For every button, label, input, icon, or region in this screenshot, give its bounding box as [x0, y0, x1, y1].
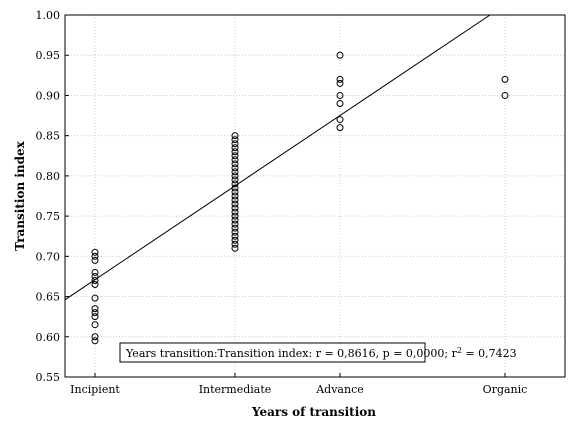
point	[336, 124, 344, 132]
y-tick-label: 0.55	[36, 371, 61, 384]
point	[231, 140, 239, 148]
point	[231, 240, 239, 248]
point	[91, 272, 99, 280]
y-tick-label: 0.70	[36, 250, 61, 263]
fit-line	[65, 15, 491, 301]
point	[231, 160, 239, 168]
point	[91, 309, 99, 317]
point	[231, 156, 239, 164]
x-tick-label: Intermediate	[199, 383, 272, 396]
annotation-part: = 0,7423	[462, 347, 517, 360]
y-axis-label: Transition index	[13, 140, 27, 251]
point	[336, 51, 344, 59]
point	[91, 252, 99, 260]
point	[91, 248, 99, 256]
point	[91, 294, 99, 302]
point	[231, 216, 239, 224]
point	[231, 144, 239, 152]
point	[336, 91, 344, 99]
annotation: Years transition:Transition index: r = 0…	[125, 346, 517, 360]
point	[91, 321, 99, 329]
point	[231, 228, 239, 236]
point	[91, 305, 99, 313]
point	[231, 172, 239, 180]
point	[231, 136, 239, 144]
point	[91, 337, 99, 345]
point	[231, 176, 239, 184]
plot-frame	[64, 14, 566, 378]
point	[231, 188, 239, 196]
point	[231, 244, 239, 252]
point	[91, 276, 99, 284]
point	[231, 164, 239, 172]
point	[336, 79, 344, 87]
point	[231, 224, 239, 232]
point	[231, 208, 239, 216]
y-tick-label: 0.80	[36, 170, 61, 183]
point	[336, 75, 344, 83]
point	[231, 212, 239, 220]
x-tick-label: Incipient	[70, 383, 120, 396]
annotation-part: Years transition:Transition index: r = 0…	[125, 347, 458, 360]
point	[336, 99, 344, 107]
point	[231, 196, 239, 204]
annotation-box	[119, 342, 426, 363]
x-tick-label: Advance	[315, 383, 364, 396]
y-tick-label: 0.65	[36, 291, 61, 304]
point	[91, 313, 99, 321]
point	[231, 184, 239, 192]
point	[231, 168, 239, 176]
point	[501, 91, 509, 99]
point	[231, 236, 239, 244]
y-tick-label: 1.00	[36, 9, 61, 22]
point	[91, 256, 99, 264]
point	[231, 200, 239, 208]
point	[231, 220, 239, 228]
point	[501, 75, 509, 83]
y-tick-label: 0.90	[36, 89, 61, 102]
annotation-part: 2	[457, 346, 462, 355]
point	[336, 116, 344, 124]
point	[231, 132, 239, 140]
y-tick-label: 0.75	[36, 210, 61, 223]
point	[231, 204, 239, 212]
point	[91, 333, 99, 341]
y-tick-label: 0.95	[36, 49, 61, 62]
point	[231, 180, 239, 188]
y-tick-label: 0.85	[36, 130, 61, 143]
point	[231, 192, 239, 200]
point	[91, 280, 99, 288]
point	[91, 268, 99, 276]
point	[231, 148, 239, 156]
y-tick-label: 0.60	[36, 331, 61, 344]
x-tick-label: Organic	[483, 383, 528, 396]
x-axis-label: Years of transition	[251, 405, 376, 419]
point	[231, 232, 239, 240]
point	[231, 152, 239, 160]
